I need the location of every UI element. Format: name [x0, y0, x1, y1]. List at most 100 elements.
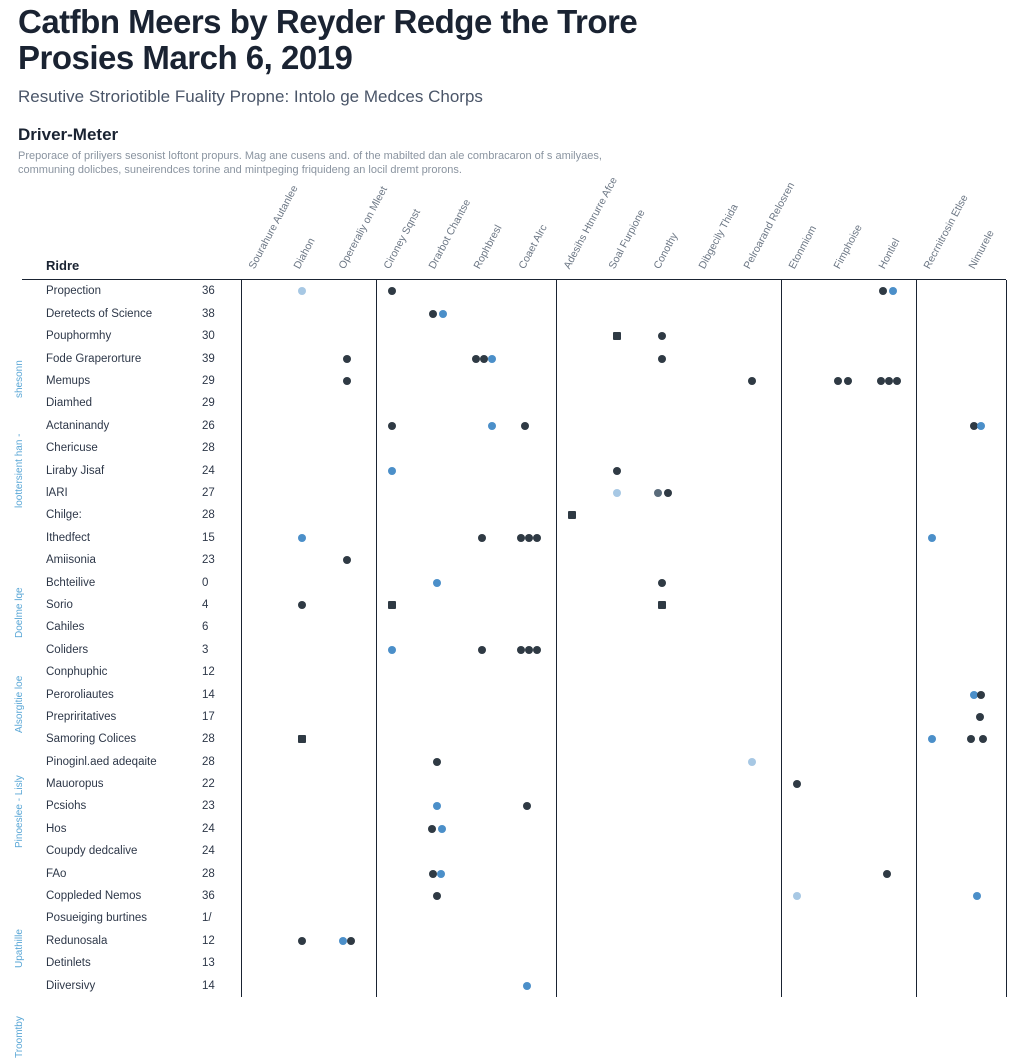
row-label: Hos	[46, 823, 66, 835]
side-category-label: Troomtby	[14, 1016, 25, 1058]
dot-marker	[748, 377, 756, 385]
row-label: Liraby Jisaf	[46, 465, 104, 477]
row-value: 17	[202, 711, 232, 723]
column-separator	[556, 280, 557, 997]
table-row: Fode Graperorture 39	[22, 347, 1006, 369]
row-label: Mauoropus	[46, 778, 104, 790]
row-label: Detinlets	[46, 957, 91, 969]
row-value: 28	[202, 442, 232, 454]
column-header: Cironey Sqnst	[381, 207, 423, 271]
title-line-2: Prosies March 6, 2019	[18, 39, 352, 76]
dot-marker	[928, 735, 936, 743]
row-label: Sorio	[46, 599, 73, 611]
dot-marker	[967, 735, 975, 743]
row-label: Fode Graperorture	[46, 353, 141, 365]
dot-marker	[885, 377, 893, 385]
dot-marker	[388, 287, 396, 295]
row-value: 14	[202, 980, 232, 992]
table-row: Liraby Jisaf24	[22, 459, 1006, 481]
table-row: Memups29	[22, 370, 1006, 392]
dot-marker	[298, 534, 306, 542]
dot-marker	[523, 802, 531, 810]
row-label: Peroroliautes	[46, 689, 114, 701]
row-label: Memups	[46, 375, 90, 387]
dot-marker	[517, 646, 525, 654]
row-value: 6	[202, 621, 232, 633]
table-row: Mauoropus22	[22, 773, 1006, 795]
row-label: Pinoginl.aed adeqaite	[46, 756, 157, 768]
section-description: Preporace of priliyers sesonist loftont …	[0, 149, 760, 179]
dot-marker	[478, 534, 486, 542]
dot-marker	[658, 355, 666, 363]
dot-marker	[298, 601, 306, 609]
row-value: 28	[202, 868, 232, 880]
row-value: 12	[202, 666, 232, 678]
table-row: Coliders3	[22, 639, 1006, 661]
column-separator	[781, 280, 782, 997]
row-value: 4	[202, 599, 232, 611]
dot-marker	[973, 892, 981, 900]
row-label: Diamhed	[46, 397, 92, 409]
column-separator	[376, 280, 377, 997]
table-row: Chericuse28	[22, 437, 1006, 459]
dot-marker	[429, 870, 437, 878]
dot-marker	[488, 422, 496, 430]
dot-marker	[343, 355, 351, 363]
column-separator	[241, 280, 242, 997]
row-value: 26	[202, 420, 232, 432]
column-header: Drarbot Chantse	[426, 198, 473, 272]
column-headers: Ridre Sourahure AutanleeDiahonOpereraliy…	[22, 188, 1006, 280]
dot-marker	[480, 355, 488, 363]
dot-marker	[533, 534, 541, 542]
page-subtitle: Resutive Stroriotible Fuality Propne: In…	[0, 77, 1006, 107]
row-value: 15	[202, 532, 232, 544]
dot-marker	[388, 422, 396, 430]
column-header: Etonmiom	[786, 224, 819, 271]
row-header-label: Ridre	[46, 258, 79, 273]
row-label: Amiisonia	[46, 554, 96, 566]
row-label: Redunosala	[46, 935, 107, 947]
dot-marker	[438, 825, 446, 833]
row-value: 39	[202, 353, 232, 365]
column-header: Recrnitrosin Etlse	[921, 193, 970, 271]
row-label: Bchteilive	[46, 577, 95, 589]
title-line-1: Catfbn Meers by Reyder Redge the Trore	[18, 3, 637, 40]
row-label: Ithedfect	[46, 532, 90, 544]
dot-marker	[429, 310, 437, 318]
dot-marker	[343, 556, 351, 564]
row-value: 24	[202, 823, 232, 835]
row-label: Pcsiohs	[46, 800, 86, 812]
dot-marker	[654, 489, 662, 497]
column-header: Opereraliy on Mleet	[336, 185, 390, 272]
dot-marker	[748, 758, 756, 766]
dot-marker	[478, 646, 486, 654]
table-row: Cahiles6	[22, 616, 1006, 638]
row-label: Conphuphic	[46, 666, 107, 678]
dot-marker	[433, 802, 441, 810]
dot-marker	[433, 579, 441, 587]
table-row: Coupdy dedcalive24	[22, 840, 1006, 862]
table-row: Coppleded Nemos 36	[22, 885, 1006, 907]
row-label: Posueiging burtines	[46, 912, 147, 924]
dot-marker	[658, 332, 666, 340]
dot-marker	[533, 646, 541, 654]
dot-marker	[883, 870, 891, 878]
dot-marker	[928, 534, 936, 542]
dot-marker	[439, 310, 447, 318]
dot-marker	[298, 287, 306, 295]
row-label: Coppleded Nemos	[46, 890, 141, 902]
dot-marker	[793, 780, 801, 788]
table-row: Deretects of Science38	[22, 303, 1006, 325]
dot-marker	[388, 646, 396, 654]
row-label: Diiversivy	[46, 980, 95, 992]
row-label: Coliders	[46, 644, 88, 656]
dot-marker	[521, 422, 529, 430]
square-marker	[658, 601, 666, 609]
column-header: Pelroarand Relosren	[741, 181, 797, 272]
table-row: Diamhed29	[22, 392, 1006, 414]
dot-marker	[298, 937, 306, 945]
column-header: Soal Furpione	[606, 208, 647, 271]
row-value: 13	[202, 957, 232, 969]
row-value: 36	[202, 890, 232, 902]
column-header: Dibgecily Thida	[696, 202, 740, 271]
